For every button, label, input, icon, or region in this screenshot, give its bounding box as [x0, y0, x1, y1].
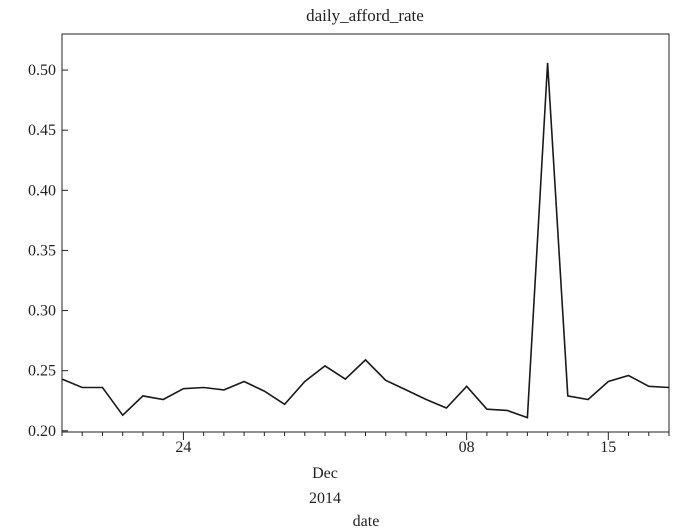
- x-subtitle-year: 2014: [309, 490, 341, 507]
- chart-title: daily_afford_rate: [306, 6, 424, 25]
- y-tick-label: 0.45: [28, 122, 56, 139]
- x-subtitle-month: Dec: [312, 465, 338, 482]
- y-tick-label: 0.40: [28, 182, 56, 199]
- series-line: [61, 62, 670, 419]
- plot-frame: [61, 33, 670, 433]
- y-axis: 0.20 0.25 0.30 0.35 0.40 0.45 0.50: [28, 62, 68, 440]
- x-tick-label: 15: [600, 439, 616, 456]
- y-tick-label: 0.50: [28, 62, 56, 79]
- x-axis: 24 08 15: [61, 432, 670, 456]
- y-tick-label: 0.20: [28, 423, 56, 440]
- x-tick-label: 24: [175, 439, 191, 456]
- x-tick-label: 08: [459, 439, 475, 456]
- y-tick-label: 0.35: [28, 242, 56, 259]
- x-axis-label: date: [353, 513, 380, 530]
- y-tick-label: 0.25: [28, 363, 56, 380]
- y-tick-label: 0.30: [28, 303, 56, 320]
